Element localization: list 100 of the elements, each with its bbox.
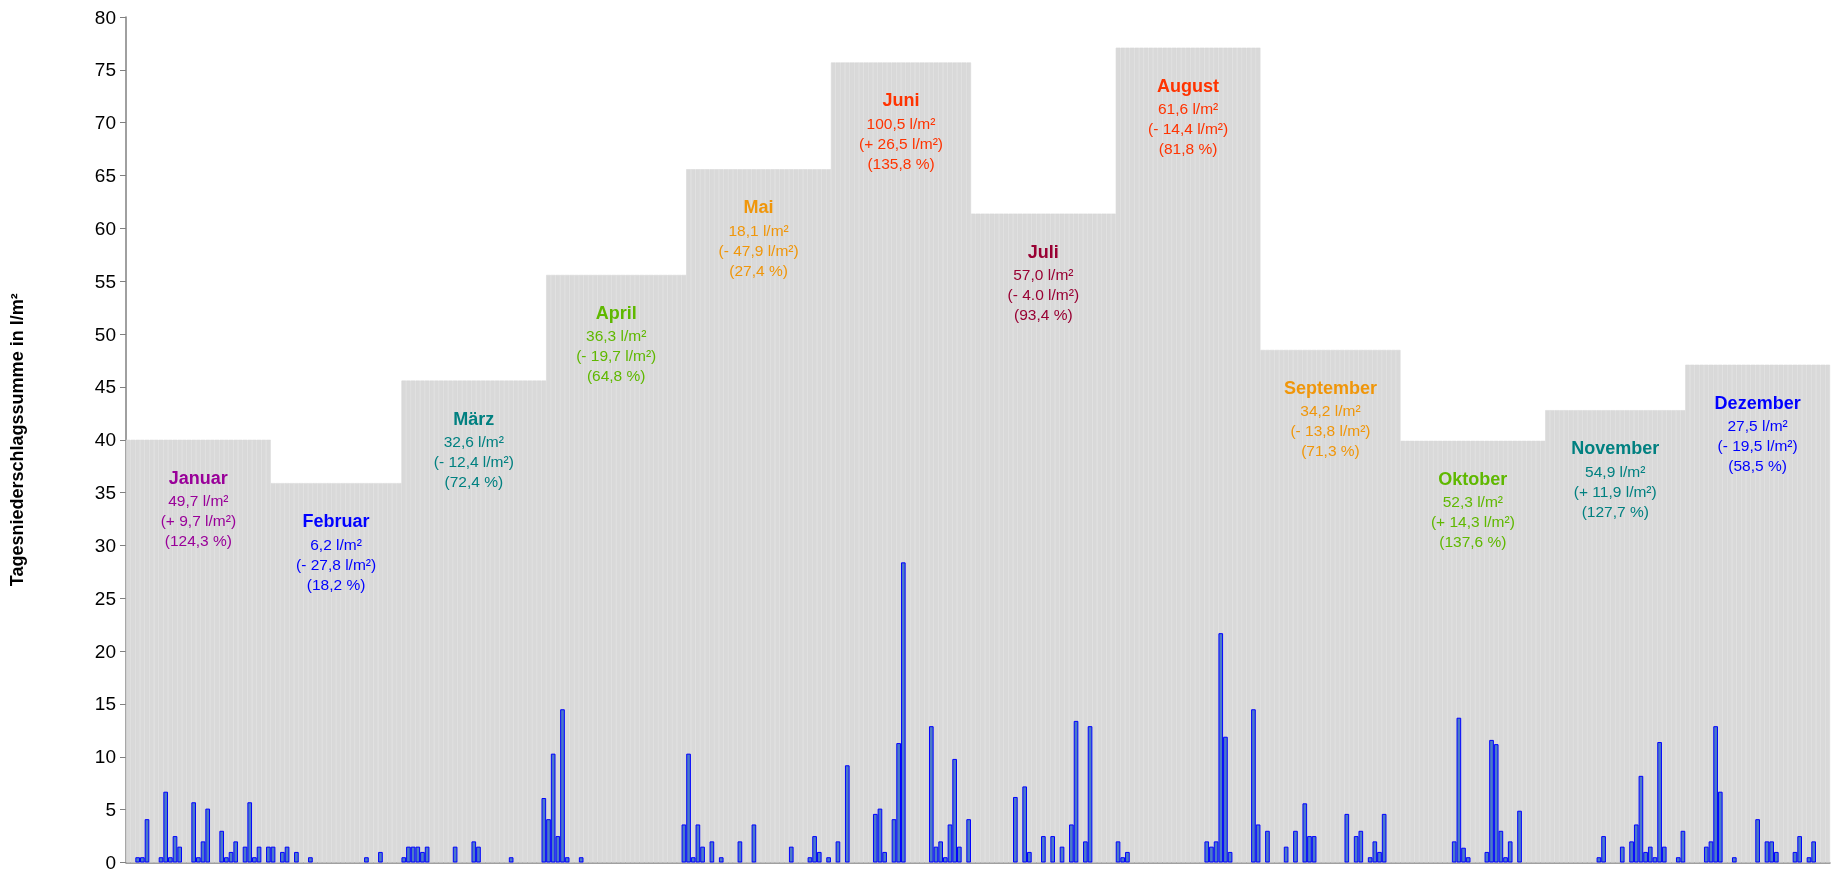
bar: [270, 846, 276, 863]
annotation: August 61,6 l/m² (- 14,4 l/m²) (81,8 %): [1148, 75, 1229, 158]
bar: [718, 857, 724, 863]
bar: [382, 483, 388, 863]
bar: [1456, 717, 1462, 863]
bar: [1507, 841, 1513, 863]
bar: [826, 857, 831, 863]
annotation: Juli 57,0 l/m² (- 4.0 l/m²) (93,4 %): [1007, 241, 1080, 324]
bar: [1293, 830, 1298, 863]
bar: [284, 846, 290, 863]
bar: [1218, 633, 1224, 863]
bar: [1311, 836, 1317, 863]
bar: [1302, 803, 1308, 863]
y-tick-label: 55: [94, 270, 116, 292]
bar: [1087, 726, 1093, 863]
y-tick-label: 65: [94, 165, 116, 187]
bar: [410, 846, 416, 863]
y-tick-label: 45: [94, 376, 116, 398]
bar: [788, 846, 794, 863]
bar: [242, 439, 248, 863]
bar: [1764, 841, 1770, 863]
bar: [751, 824, 757, 863]
bar: [1493, 744, 1499, 863]
bar: [1554, 410, 1560, 863]
bar: [667, 274, 673, 863]
bar: [835, 841, 841, 863]
y-tick-label: 40: [94, 429, 116, 451]
bar: [1022, 786, 1028, 863]
bar: [541, 798, 547, 863]
bar: [1512, 440, 1518, 863]
bar: [1358, 830, 1364, 863]
annotation: Mai 18,1 l/m² (- 47,9 l/m²) (27,4 %): [718, 197, 799, 279]
bar: [424, 846, 430, 863]
bar: [709, 841, 715, 863]
annotation: November 54,9 l/m² (+ 11,9 l/m²) (127,7 %): [1571, 438, 1660, 520]
bar: [452, 846, 458, 863]
bar: [1820, 364, 1826, 863]
bar: [172, 836, 178, 863]
bar: [1638, 775, 1644, 863]
annotation: September 34,2 l/m² (- 13,8 l/m²) (71,3 %): [1283, 377, 1377, 460]
bar: [900, 562, 906, 863]
annotation: April 36,3 l/m² (- 19,7 l/m²) (64,8 %): [576, 302, 657, 385]
y-tick-label: 75: [94, 59, 116, 81]
y-tick-label: 20: [94, 640, 116, 662]
bar: [1115, 47, 1121, 863]
bar: [989, 213, 995, 863]
bar: [928, 726, 934, 863]
y-tick-label: 0: [105, 852, 116, 872]
annotation: Februar 6,2 l/m² (- 27,8 l/m²) (18,2 %): [296, 511, 377, 593]
bar: [1115, 841, 1121, 863]
bar: [695, 824, 701, 863]
bar: [471, 841, 477, 863]
bar: [508, 857, 514, 863]
bar: [415, 846, 421, 863]
bar: [522, 380, 528, 863]
bar: [205, 808, 211, 863]
bar: [961, 62, 967, 863]
bar: [130, 439, 136, 863]
bar: [877, 808, 883, 863]
bar: [1680, 830, 1686, 863]
bar: [966, 819, 971, 863]
bar: [1013, 796, 1018, 863]
y-tick-label: 15: [94, 693, 116, 715]
annotation: März 32,6 l/m² (- 12,4 l/m²) (72,4 %): [433, 408, 514, 491]
bar: [844, 765, 850, 863]
y-tick-label: 50: [94, 323, 116, 345]
bar: [1283, 846, 1289, 863]
annotation: Juni 100,5 l/m² (+ 26,5 l/m²) (135,8 %): [858, 90, 943, 172]
bar: [1204, 841, 1210, 863]
bar: [1143, 47, 1149, 863]
bar: [1059, 846, 1065, 863]
bar: [1073, 720, 1079, 863]
bar: [1241, 47, 1247, 863]
y-tick-label: 30: [94, 534, 116, 556]
bar: [1647, 846, 1653, 863]
bar: [1129, 47, 1135, 863]
bar: [1381, 813, 1387, 863]
bar: [1731, 857, 1737, 863]
bar: [821, 169, 827, 863]
annotation: Dezember 27,5 l/m² (- 19,5 l/m²) (58,5 %): [1714, 392, 1801, 475]
y-tick-label: 25: [94, 587, 116, 609]
bar: [578, 274, 584, 863]
bar: [298, 483, 304, 863]
bar: [578, 857, 584, 863]
y-tick-label: 60: [94, 217, 116, 239]
bar: [1568, 410, 1574, 863]
bar: [1806, 364, 1812, 863]
bar: [1265, 830, 1270, 863]
bar: [1372, 841, 1378, 863]
y-tick-label: 10: [94, 746, 116, 768]
annotation: Januar 49,7 l/m² (+ 9,7 l/m²) (124,3 %): [160, 467, 237, 550]
y-tick-label: 70: [94, 112, 116, 134]
bar: [1041, 836, 1046, 863]
bar: [233, 841, 239, 863]
y-tick-label: 80: [94, 6, 116, 28]
bar: [191, 802, 197, 863]
bar: [364, 857, 369, 863]
y-tick-label: 35: [94, 482, 116, 504]
bar: [135, 857, 141, 863]
bar: [550, 753, 556, 863]
